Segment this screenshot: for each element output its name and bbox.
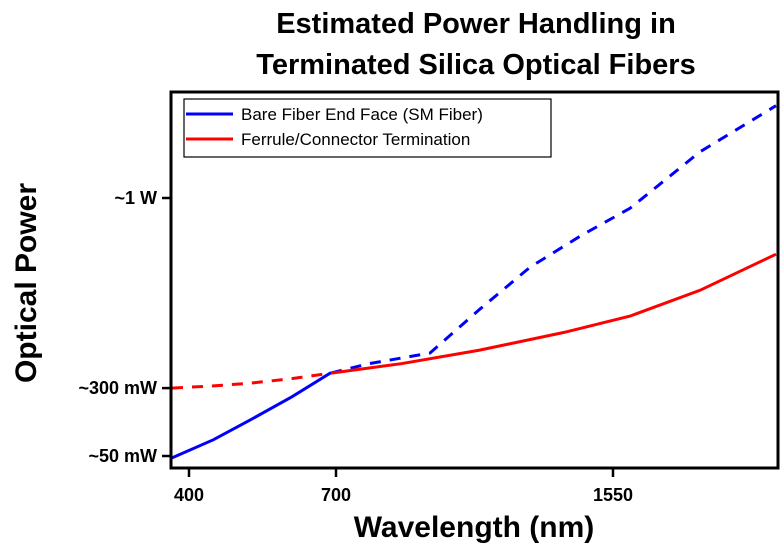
plot-frame [169,90,780,470]
x-tick-label: 400 [174,485,204,505]
x-tick-label: 1550 [593,485,633,505]
series-layer [171,104,777,460]
chart-title-line-1: Estimated Power Handling in [276,8,676,40]
chart-title-line-2: Terminated Silica Optical Fibers [256,49,695,81]
y-tick-label: ~300 mW [78,378,157,398]
x-axis-label: Wavelength (nm) [354,511,595,544]
legend-box [183,98,552,158]
series-line-bare-fiber-dashed [330,104,777,375]
legend-label-ferrule: Ferrule/Connector Termination [241,130,470,149]
ticks-layer: ~50 mW ~300 mW ~1 W 400 700 1550 [78,188,633,505]
legend: Bare Fiber End Face (SM Fiber) Ferrule/C… [183,98,552,158]
legend-label-bare-fiber: Bare Fiber End Face (SM Fiber) [241,105,483,124]
y-tick-label: ~1 W [114,188,157,208]
series-line-bare-fiber-solid [171,371,332,460]
x-tick-label: 700 [321,485,351,505]
series-line-ferrule-solid [330,252,777,375]
y-tick-label: ~50 mW [88,446,157,466]
y-axis-label: Optical Power [10,183,43,383]
